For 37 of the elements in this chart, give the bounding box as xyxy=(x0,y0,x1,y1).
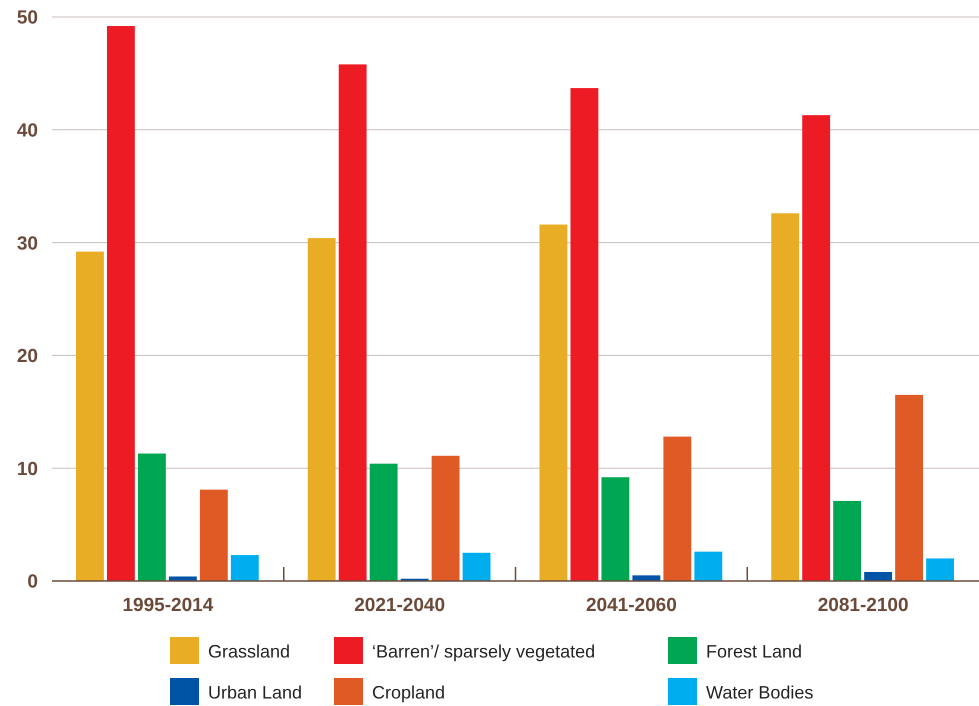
bar xyxy=(771,213,800,581)
bar xyxy=(308,238,336,581)
legend-label: ‘Barren’/ sparsely vegetated xyxy=(372,641,596,662)
bar xyxy=(230,555,259,581)
x-tick-label: 2021-2040 xyxy=(354,595,446,616)
y-tick-label: 40 xyxy=(16,120,38,142)
bar xyxy=(802,115,830,581)
y-tick-label: 30 xyxy=(16,233,38,254)
bar xyxy=(106,26,135,581)
bar xyxy=(663,436,692,581)
bar xyxy=(570,88,598,581)
bar xyxy=(432,456,460,581)
legend-label: Urban Land xyxy=(208,682,302,702)
bar xyxy=(370,464,398,581)
legend-label: Forest Land xyxy=(706,641,802,662)
bar xyxy=(895,394,924,581)
bar xyxy=(694,552,722,581)
y-tick-label: 0 xyxy=(27,572,38,593)
y-tick-label: 20 xyxy=(16,346,38,368)
bar xyxy=(76,252,104,581)
bar xyxy=(338,64,367,581)
x-tick-label: 2081-2100 xyxy=(818,595,909,616)
bar xyxy=(833,500,862,581)
bar xyxy=(864,572,892,581)
y-tick-label: 50 xyxy=(16,8,38,29)
x-tick-label: 1995-2014 xyxy=(122,595,214,616)
y-tick-label: 10 xyxy=(16,458,38,480)
legend-label: Water Bodies xyxy=(706,682,814,702)
bar xyxy=(200,490,228,581)
bar xyxy=(601,477,630,581)
legend-label: Grassland xyxy=(208,641,290,662)
x-tick-label: 2041-2060 xyxy=(586,595,677,616)
legend-label: Cropland xyxy=(372,682,446,702)
bar xyxy=(462,552,490,581)
bar xyxy=(540,224,568,581)
bar xyxy=(138,454,166,581)
bar xyxy=(926,558,954,581)
